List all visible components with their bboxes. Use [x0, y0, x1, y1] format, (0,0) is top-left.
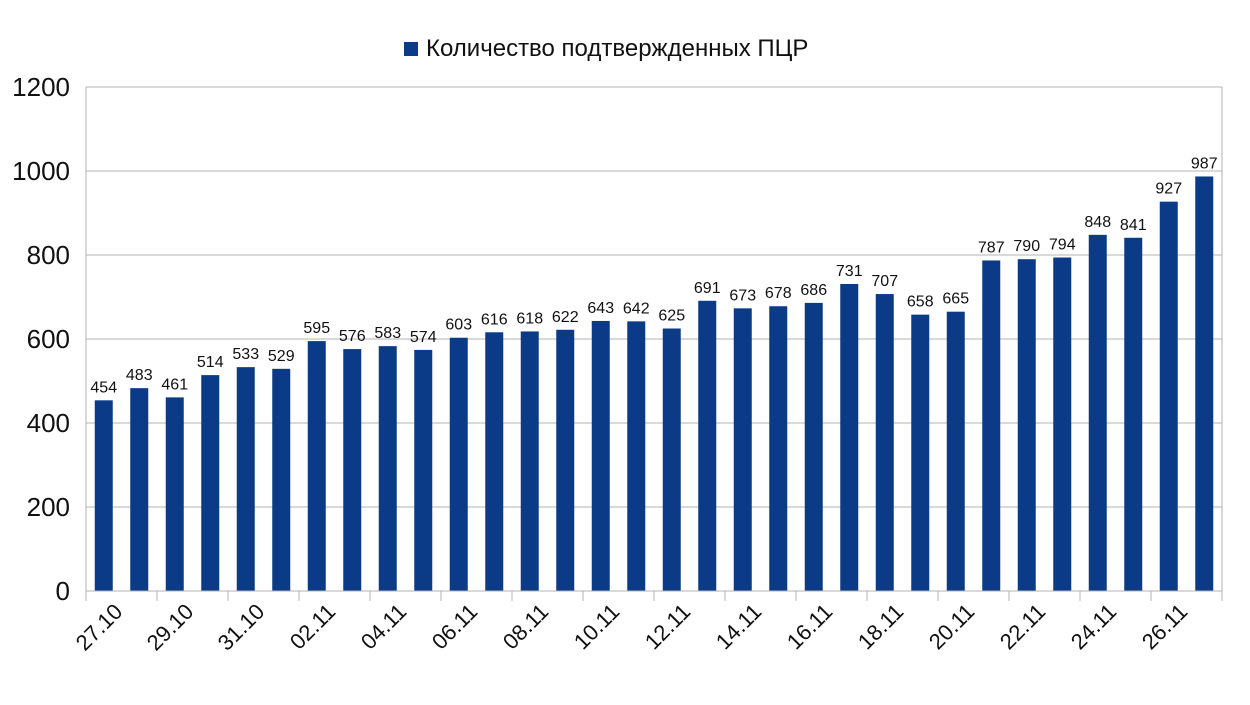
bar — [130, 388, 149, 591]
x-tick-label: 24.11 — [1066, 599, 1121, 654]
data-label: 731 — [836, 263, 863, 280]
data-label: 454 — [90, 379, 117, 396]
bar — [591, 320, 610, 591]
data-label: 787 — [978, 239, 1005, 256]
data-label: 686 — [800, 282, 827, 299]
y-tick-label: 600 — [27, 324, 70, 354]
legend: Количество подтвержденных ПЦР — [404, 32, 808, 66]
y-tick-label: 1200 — [12, 72, 70, 102]
data-label: 576 — [339, 328, 366, 345]
data-label: 529 — [268, 348, 295, 365]
bar — [414, 349, 433, 591]
x-tick-label: 16.11 — [782, 599, 837, 654]
bar — [982, 260, 1001, 591]
bar — [236, 367, 255, 591]
bar — [201, 375, 220, 591]
x-tick-label: 04.11 — [356, 599, 411, 654]
data-label: 643 — [587, 300, 614, 317]
bar — [946, 311, 965, 591]
x-tick-label: 12.11 — [640, 599, 695, 654]
bar — [378, 346, 397, 591]
bar — [1124, 237, 1143, 591]
data-label: 514 — [197, 354, 224, 371]
y-tick-label: 800 — [27, 240, 70, 270]
x-tick-label: 20.11 — [924, 599, 979, 654]
y-tick-label: 200 — [27, 492, 70, 522]
bar — [449, 337, 468, 591]
bar — [165, 397, 184, 591]
x-tick-label: 26.11 — [1137, 599, 1192, 654]
x-tick-label: 29.10 — [142, 599, 199, 656]
x-tick-label: 14.11 — [711, 599, 766, 654]
data-label: 678 — [765, 285, 792, 302]
bar — [627, 321, 646, 591]
bar — [733, 308, 752, 591]
x-tick-label: 18.11 — [853, 599, 908, 654]
data-label: 707 — [871, 273, 898, 290]
bar — [662, 328, 681, 591]
bar — [769, 306, 788, 591]
data-label: 642 — [623, 300, 650, 317]
data-label: 625 — [658, 308, 685, 325]
x-tick-label: 27.10 — [71, 599, 128, 656]
bar — [804, 302, 823, 591]
data-label: 790 — [1013, 238, 1040, 255]
data-label: 848 — [1084, 214, 1111, 231]
y-tick-label: 0 — [56, 576, 70, 606]
y-tick-label: 400 — [27, 408, 70, 438]
bar — [520, 331, 539, 591]
bar — [307, 341, 326, 591]
x-tick-label: 06.11 — [427, 599, 482, 654]
bar — [485, 332, 504, 591]
legend-swatch — [404, 42, 418, 56]
data-label: 658 — [907, 294, 934, 311]
y-tick-label: 1000 — [12, 156, 70, 186]
data-label: 616 — [481, 311, 508, 328]
bar — [1195, 176, 1214, 591]
data-label: 595 — [303, 320, 330, 337]
bar — [1017, 259, 1036, 591]
bar — [556, 329, 575, 591]
x-tick-label: 08.11 — [498, 599, 553, 654]
data-label: 987 — [1191, 155, 1218, 172]
bar — [698, 300, 717, 591]
x-tick-label: 31.10 — [213, 599, 270, 656]
bar — [1088, 234, 1107, 591]
bar — [840, 283, 859, 591]
data-label: 483 — [126, 367, 153, 384]
data-label: 461 — [161, 376, 188, 393]
bar — [911, 314, 930, 591]
data-label: 927 — [1155, 181, 1182, 198]
bar — [343, 349, 362, 591]
data-label: 691 — [694, 280, 721, 297]
data-label: 794 — [1049, 237, 1076, 254]
data-label: 618 — [516, 310, 543, 327]
data-label: 583 — [374, 325, 401, 342]
bar — [1053, 257, 1072, 591]
x-tick-label: 10.11 — [569, 599, 624, 654]
data-label: 841 — [1120, 217, 1147, 234]
data-label: 533 — [232, 346, 259, 363]
bar — [1159, 201, 1178, 591]
bar — [272, 368, 291, 591]
x-tick-label: 22.11 — [995, 599, 1050, 654]
legend-label: Количество подтвержденных ПЦР — [426, 35, 809, 62]
data-label: 574 — [410, 329, 437, 346]
data-label: 622 — [552, 309, 579, 326]
data-label: 673 — [729, 287, 756, 304]
bar — [875, 294, 894, 591]
bar — [94, 400, 113, 591]
x-tick-label: 02.11 — [285, 599, 340, 654]
data-label: 665 — [942, 291, 969, 308]
data-label: 603 — [445, 317, 472, 334]
